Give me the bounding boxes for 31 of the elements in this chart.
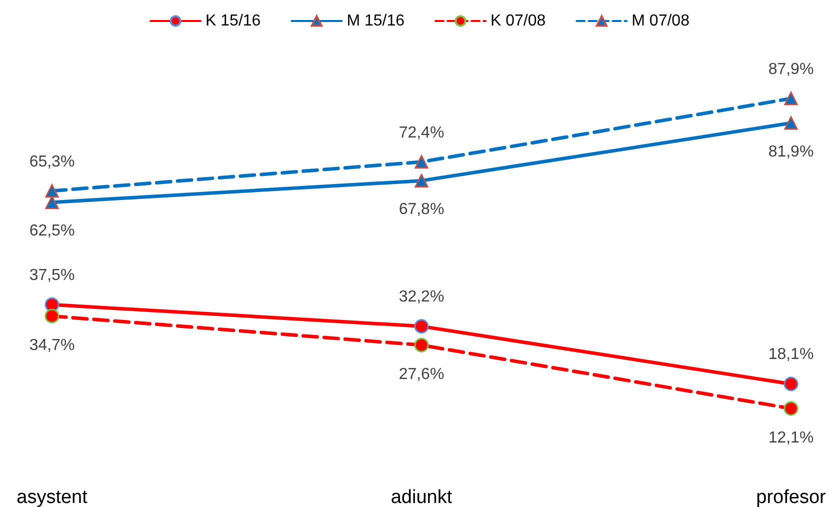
data-label: 27,6% [398,366,444,383]
data-label: 65,3% [29,154,75,171]
data-label: 72,4% [398,124,444,142]
point [414,338,429,352]
data-label: 32,2% [398,288,444,306]
legend-label: K 15/16 [206,12,261,30]
data-label: 87,9% [768,61,814,78]
data-label: 37,5% [29,266,75,284]
legend-label: M 07/08 [632,12,690,30]
x-tick-label: profesor [756,487,827,507]
x-tick-label: adiunkt [390,487,453,507]
legend-label: M 15/16 [346,12,405,30]
point [784,92,798,106]
legend-label: K 07/08 [490,12,546,30]
point [44,297,60,312]
data-label: 81,9% [768,143,814,160]
point [414,319,429,334]
point [45,196,59,210]
x-tick-label: asystent [16,487,88,507]
data-label: 18,1% [768,346,814,364]
point [414,155,428,169]
point [784,401,798,416]
point [45,184,59,198]
data-label: 67,8% [398,200,444,218]
point [784,116,798,130]
point [784,376,798,392]
data-label: 12,1% [768,429,814,446]
point [44,308,60,324]
data-label: 62,5% [29,222,75,240]
point [414,174,428,188]
data-label: 34,7% [29,336,75,354]
